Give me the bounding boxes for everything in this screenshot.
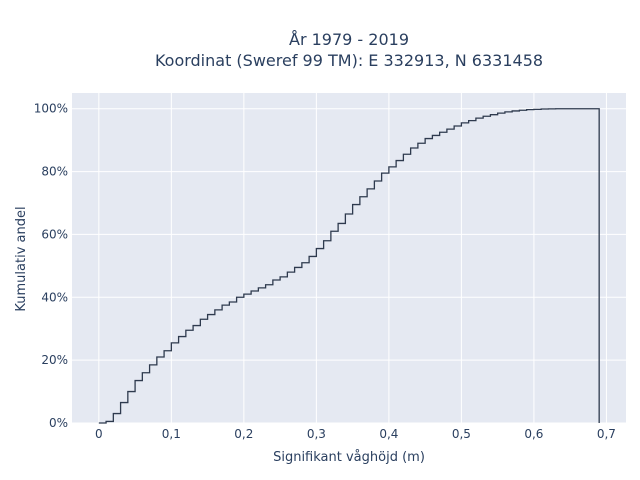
x-axis-ticks: 0 0,1 0,2 0,3 0,4 0,5 0,6 0,7 xyxy=(95,427,616,441)
y-axis-title: Kumulativ andel xyxy=(14,206,29,311)
x-tick-label: 0,5 xyxy=(452,427,471,441)
y-tick-label: 60% xyxy=(41,227,68,241)
x-axis-title: Signifikant våghöjd (m) xyxy=(273,450,425,465)
chart-title-line-2: Koordinat (Sweref 99 TM): E 332913, N 63… xyxy=(155,51,543,70)
y-tick-label: 40% xyxy=(41,290,68,304)
plot-area xyxy=(72,93,626,423)
y-tick-label: 100% xyxy=(34,102,68,116)
chart-title-line-1: År 1979 - 2019 xyxy=(289,30,409,49)
x-tick-label: 0,1 xyxy=(162,427,181,441)
x-tick-label: 0,2 xyxy=(234,427,253,441)
y-axis-ticks: 0% 20% 40% 60% 80% 100% xyxy=(34,102,68,430)
y-tick-label: 0% xyxy=(49,416,68,430)
x-tick-label: 0,7 xyxy=(597,427,616,441)
y-tick-label: 80% xyxy=(41,165,68,179)
cdf-series-line xyxy=(98,108,600,424)
x-tick-label: 0,4 xyxy=(379,427,398,441)
y-tick-label: 20% xyxy=(41,353,68,367)
x-tick-label: 0,6 xyxy=(524,427,543,441)
x-tick-label: 0,3 xyxy=(307,427,326,441)
x-tick-label: 0 xyxy=(95,427,103,441)
